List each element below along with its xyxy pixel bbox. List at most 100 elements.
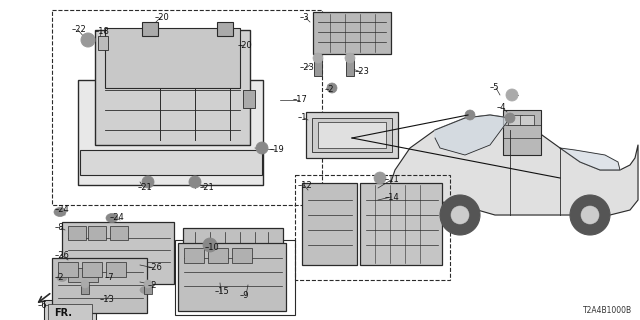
Text: –6: –6 (38, 300, 47, 309)
Bar (346, 58, 354, 76)
Text: –14: –14 (385, 193, 400, 202)
Text: –23: –23 (300, 63, 315, 73)
Text: –3: –3 (300, 13, 310, 22)
Bar (183, 228, 283, 280)
Bar (80, 150, 262, 175)
Text: –12: –12 (298, 180, 313, 189)
Text: –24: –24 (55, 205, 70, 214)
Bar (52, 10, 322, 205)
Bar (314, 58, 322, 76)
Text: –18: –18 (95, 28, 110, 36)
Bar (142, 22, 158, 36)
Bar (68, 226, 86, 240)
Bar (306, 112, 398, 158)
Bar (68, 268, 98, 282)
Circle shape (374, 172, 386, 184)
Bar (232, 248, 252, 263)
Text: –19: –19 (270, 146, 285, 155)
Text: –17: –17 (293, 95, 308, 105)
Bar (88, 226, 106, 240)
Text: –26: –26 (148, 263, 163, 273)
Text: –5: –5 (490, 84, 499, 92)
Text: –15: –15 (215, 287, 230, 297)
Circle shape (144, 280, 152, 288)
Bar (62, 222, 174, 284)
Bar (52, 258, 147, 313)
Circle shape (327, 83, 337, 93)
Bar (86, 272, 143, 292)
Text: –20: –20 (155, 12, 170, 21)
Text: –20: –20 (238, 41, 253, 50)
Bar (98, 36, 108, 50)
Circle shape (256, 142, 268, 154)
Ellipse shape (57, 275, 67, 282)
Circle shape (581, 206, 599, 224)
Bar (208, 248, 228, 263)
Text: –10: –10 (205, 244, 220, 252)
Text: –4: –4 (497, 103, 506, 113)
Circle shape (81, 280, 89, 288)
Polygon shape (390, 115, 638, 215)
Text: –24: –24 (110, 213, 125, 222)
Ellipse shape (140, 286, 150, 293)
Circle shape (345, 53, 355, 63)
Text: –21: –21 (138, 183, 153, 193)
Text: –9: –9 (240, 291, 250, 300)
Bar (81, 282, 89, 294)
Text: –1: –1 (298, 114, 307, 123)
Circle shape (465, 110, 475, 120)
Text: –21: –21 (200, 183, 215, 193)
Text: –7: –7 (105, 273, 115, 282)
Bar (175, 240, 295, 315)
Ellipse shape (106, 213, 118, 222)
Polygon shape (435, 115, 510, 155)
Bar (318, 122, 386, 148)
Bar (178, 243, 286, 311)
Text: –26: –26 (55, 251, 70, 260)
Bar (295, 175, 450, 280)
Text: T2A4B1000B: T2A4B1000B (583, 306, 632, 315)
Text: –2: –2 (325, 85, 335, 94)
Ellipse shape (54, 207, 66, 217)
Bar (312, 118, 392, 152)
Text: –13: –13 (100, 295, 115, 305)
Bar (110, 226, 128, 240)
Polygon shape (560, 148, 620, 170)
Circle shape (142, 176, 154, 188)
Bar (503, 110, 541, 155)
Circle shape (506, 89, 518, 101)
Circle shape (440, 195, 480, 235)
Bar (243, 90, 255, 108)
Circle shape (81, 33, 95, 47)
Bar (520, 115, 534, 125)
Bar (44, 300, 96, 320)
Bar (105, 28, 240, 88)
Bar (82, 268, 147, 296)
Bar (48, 304, 92, 320)
Text: –2: –2 (148, 281, 157, 290)
Bar (95, 30, 250, 145)
Text: –8: –8 (55, 223, 65, 233)
Bar (78, 80, 263, 185)
Bar (184, 248, 204, 263)
Bar (313, 12, 391, 54)
Bar (58, 262, 78, 277)
Bar (360, 183, 442, 265)
Bar (508, 115, 522, 125)
Circle shape (203, 238, 217, 252)
Circle shape (505, 113, 515, 123)
Bar (144, 282, 152, 294)
Text: FR.: FR. (54, 308, 72, 318)
Bar (82, 262, 102, 277)
Text: –2: –2 (55, 274, 65, 283)
Text: –11: –11 (385, 175, 400, 185)
Bar (106, 262, 126, 277)
Text: –22: –22 (72, 26, 87, 35)
Circle shape (451, 206, 469, 224)
Bar (217, 22, 233, 36)
Text: –23: –23 (355, 68, 370, 76)
Circle shape (570, 195, 610, 235)
Circle shape (189, 176, 201, 188)
Bar (302, 183, 357, 265)
Circle shape (313, 53, 323, 63)
